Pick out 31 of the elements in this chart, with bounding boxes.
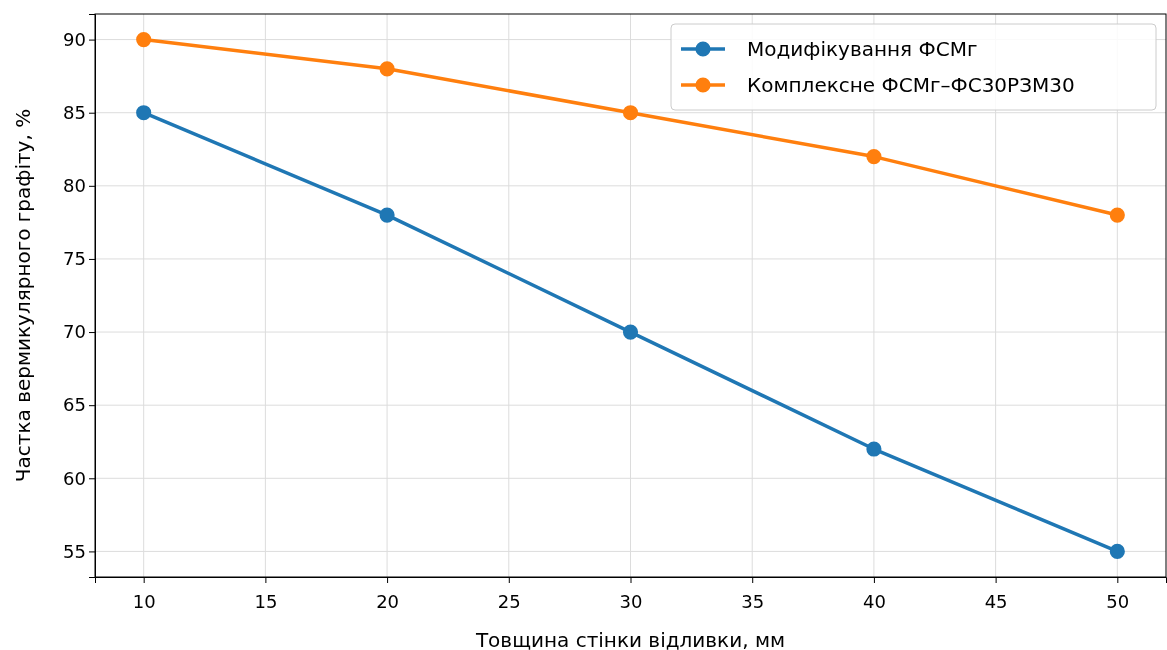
point bbox=[379, 207, 395, 223]
point bbox=[622, 324, 639, 340]
legend-label: Комплексне ФСМг–ФС30РЗМ30 bbox=[747, 73, 1075, 97]
x-axis-title: Товщина стінки відливки, мм bbox=[474, 628, 786, 650]
y-tick-label: 85 bbox=[63, 101, 86, 123]
x-tick-label: 10 bbox=[132, 590, 156, 612]
y-tick-label: 75 bbox=[63, 248, 86, 270]
x-tick-label: 50 bbox=[1106, 590, 1130, 612]
point bbox=[866, 441, 882, 457]
point bbox=[1109, 543, 1125, 559]
y-tick-label: 55 bbox=[63, 540, 86, 562]
y-axis-title: Частка вермикулярного графіту, % bbox=[11, 108, 35, 483]
point bbox=[136, 32, 152, 48]
x-tick-label: 40 bbox=[862, 590, 886, 612]
x-tick-label: 30 bbox=[619, 590, 643, 612]
point bbox=[866, 149, 882, 165]
x-tick-label: 20 bbox=[376, 590, 400, 612]
point bbox=[379, 61, 395, 77]
legend-label: Модифікування ФСМг bbox=[747, 37, 978, 61]
point bbox=[1109, 207, 1125, 223]
point bbox=[622, 105, 639, 121]
x-tick-label: 35 bbox=[741, 590, 765, 612]
x-tick-label: 45 bbox=[984, 590, 1008, 612]
y-tick-label: 90 bbox=[63, 28, 86, 50]
x-tick-label: 15 bbox=[254, 590, 278, 612]
y-tick-label: 80 bbox=[63, 175, 86, 197]
y-tick-label: 65 bbox=[63, 394, 86, 416]
y-tick-label: 70 bbox=[63, 321, 86, 343]
y-tick-label: 60 bbox=[63, 467, 86, 489]
point bbox=[136, 105, 152, 121]
x-tick-label: 25 bbox=[497, 590, 521, 612]
